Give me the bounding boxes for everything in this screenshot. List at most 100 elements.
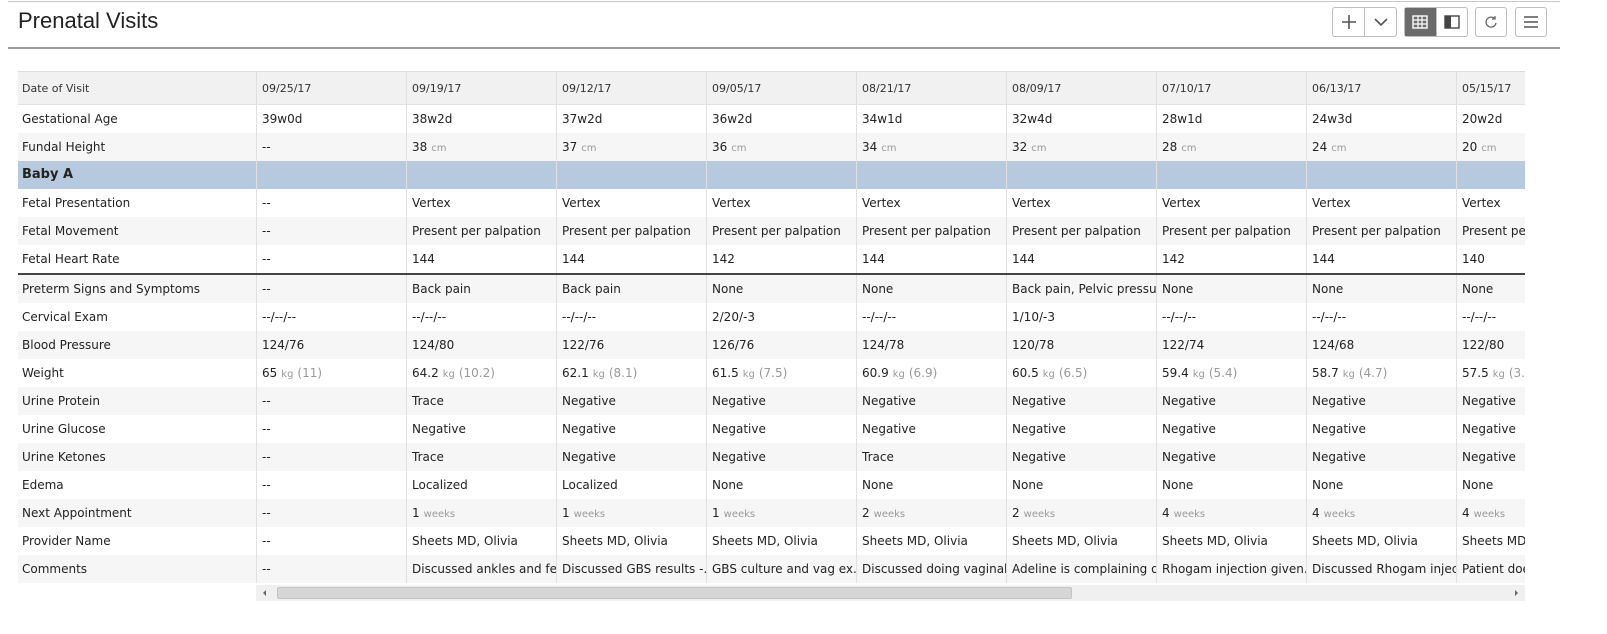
cell-value: --/--/-- <box>1456 303 1525 331</box>
cell-value: 144 <box>856 245 1006 273</box>
cell-value: Vertex <box>556 189 706 217</box>
cell-value: 28w1d <box>1156 105 1306 133</box>
cell-value: 144 <box>1306 245 1456 273</box>
scroll-thumb[interactable] <box>277 587 1072 599</box>
value: 65 <box>262 366 278 380</box>
cell-value: None <box>1456 471 1525 499</box>
cell-value: Adeline is complaining o... <box>1006 555 1156 583</box>
unit: cm <box>1031 143 1047 154</box>
cell-value: Negative <box>856 387 1006 415</box>
refresh-icon <box>1485 16 1497 28</box>
value: 37 <box>562 140 578 154</box>
add-button[interactable] <box>1333 8 1364 36</box>
cell-value: Negative <box>1156 415 1306 443</box>
cell-value: Trace <box>406 443 556 471</box>
cell-value: 34w1d <box>856 105 1006 133</box>
cell-value: 65 kg (11) <box>256 359 406 387</box>
note: (11) <box>297 366 323 380</box>
cell-value: Negative <box>1306 387 1456 415</box>
value: 32 <box>1012 140 1028 154</box>
data-row: Urine Glucose -- Negative Negative Negative N… <box>18 415 1525 443</box>
cell-value: --/--/-- <box>556 303 706 331</box>
cell-value: Negative <box>1006 387 1156 415</box>
value: 64.2 <box>412 366 439 380</box>
cell-value: 59.4 kg (5.4) <box>1156 359 1306 387</box>
refresh-button[interactable] <box>1476 8 1506 36</box>
unit: kg <box>592 369 605 380</box>
cell-value: 144 <box>556 245 706 273</box>
note: (8.1) <box>608 366 638 380</box>
row-label: Next Appointment <box>22 506 132 520</box>
cell-value: Back pain, Pelvic pressure <box>1006 275 1156 303</box>
cell-value: Negative <box>1456 387 1525 415</box>
cell-value: Sheets MD, Olivia <box>856 527 1006 555</box>
scroll-left[interactable] <box>260 585 270 601</box>
visit-date: 09/25/17 <box>256 72 406 104</box>
unit: weeks <box>1473 509 1506 520</box>
cell-value: 126/76 <box>706 331 856 359</box>
unit: kg <box>1342 369 1355 380</box>
value: 4 <box>1312 506 1320 520</box>
unit: kg <box>892 369 905 380</box>
cell-value: Sheets MD, Olivia <box>1306 527 1456 555</box>
cell-value: 124/80 <box>406 331 556 359</box>
unit: weeks <box>723 509 756 520</box>
unit: kg <box>1192 369 1205 380</box>
section-title: Baby A <box>22 167 74 182</box>
menu-icon <box>1524 16 1538 28</box>
add-group <box>1332 7 1397 37</box>
empty-cell <box>556 161 706 189</box>
cell-value: None <box>706 471 856 499</box>
cell-value: Vertex <box>406 189 556 217</box>
cell-value: 37 cm <box>556 133 706 161</box>
unit: cm <box>431 143 447 154</box>
cell-value: Vertex <box>1306 189 1456 217</box>
cell-value: -- <box>256 555 406 583</box>
cell-value: -- <box>256 471 406 499</box>
value: 24 <box>1312 140 1328 154</box>
visit-date: 08/09/17 <box>1006 72 1156 104</box>
cell-value: Patient doe <box>1456 555 1525 583</box>
value: 62.1 <box>562 366 589 380</box>
cell-value: 58.7 kg (4.7) <box>1306 359 1456 387</box>
cell-value: 2 weeks <box>856 499 1006 527</box>
cell-value: --/--/-- <box>256 303 406 331</box>
data-row: Preterm Signs and Symptoms -- Back pain Bac… <box>18 273 1525 303</box>
cell-value: --/--/-- <box>856 303 1006 331</box>
empty-cell <box>1456 161 1525 189</box>
cell-value: -- <box>256 189 406 217</box>
cell-value: Sheets MD, Olivia <box>1156 527 1306 555</box>
page-title: Prenatal Visits <box>18 8 159 33</box>
cell-value: 144 <box>1006 245 1156 273</box>
cell-value: 2 weeks <box>1006 499 1156 527</box>
row-label: Urine Ketones <box>22 450 106 464</box>
row-label: Fetal Heart Rate <box>22 252 120 266</box>
cell-value: Negative <box>1306 443 1456 471</box>
grid-view-button[interactable] <box>1405 8 1436 36</box>
empty-cell <box>706 161 856 189</box>
cell-value: -- <box>256 245 406 273</box>
cell-value: 34 cm <box>856 133 1006 161</box>
cell-value: Negative <box>1456 415 1525 443</box>
cell-value: Negative <box>556 443 706 471</box>
value: 1 <box>562 506 570 520</box>
cell-value: Rhogam injection given... <box>1156 555 1306 583</box>
value: 2 <box>1012 506 1020 520</box>
cell-value: 124/76 <box>256 331 406 359</box>
unit: kg <box>1492 369 1505 380</box>
add-dropdown[interactable] <box>1364 8 1396 36</box>
data-row: Urine Ketones -- Trace Negative Negative Trac… <box>18 443 1525 471</box>
value: 36 <box>712 140 728 154</box>
cell-value: 60.9 kg (6.9) <box>856 359 1006 387</box>
scroll-right[interactable] <box>1511 585 1521 601</box>
panel-view-button[interactable] <box>1435 8 1468 36</box>
value: 59.4 <box>1162 366 1189 380</box>
cell-value: 64.2 kg (10.2) <box>406 359 556 387</box>
cell-value: Present per palpation <box>1456 217 1525 245</box>
horizontal-scrollbar[interactable] <box>256 585 1525 601</box>
cell-value: Vertex <box>706 189 856 217</box>
cell-value: 38 cm <box>406 133 556 161</box>
unit: weeks <box>1323 509 1356 520</box>
cell-value: None <box>1156 471 1306 499</box>
menu-button[interactable] <box>1516 8 1546 36</box>
